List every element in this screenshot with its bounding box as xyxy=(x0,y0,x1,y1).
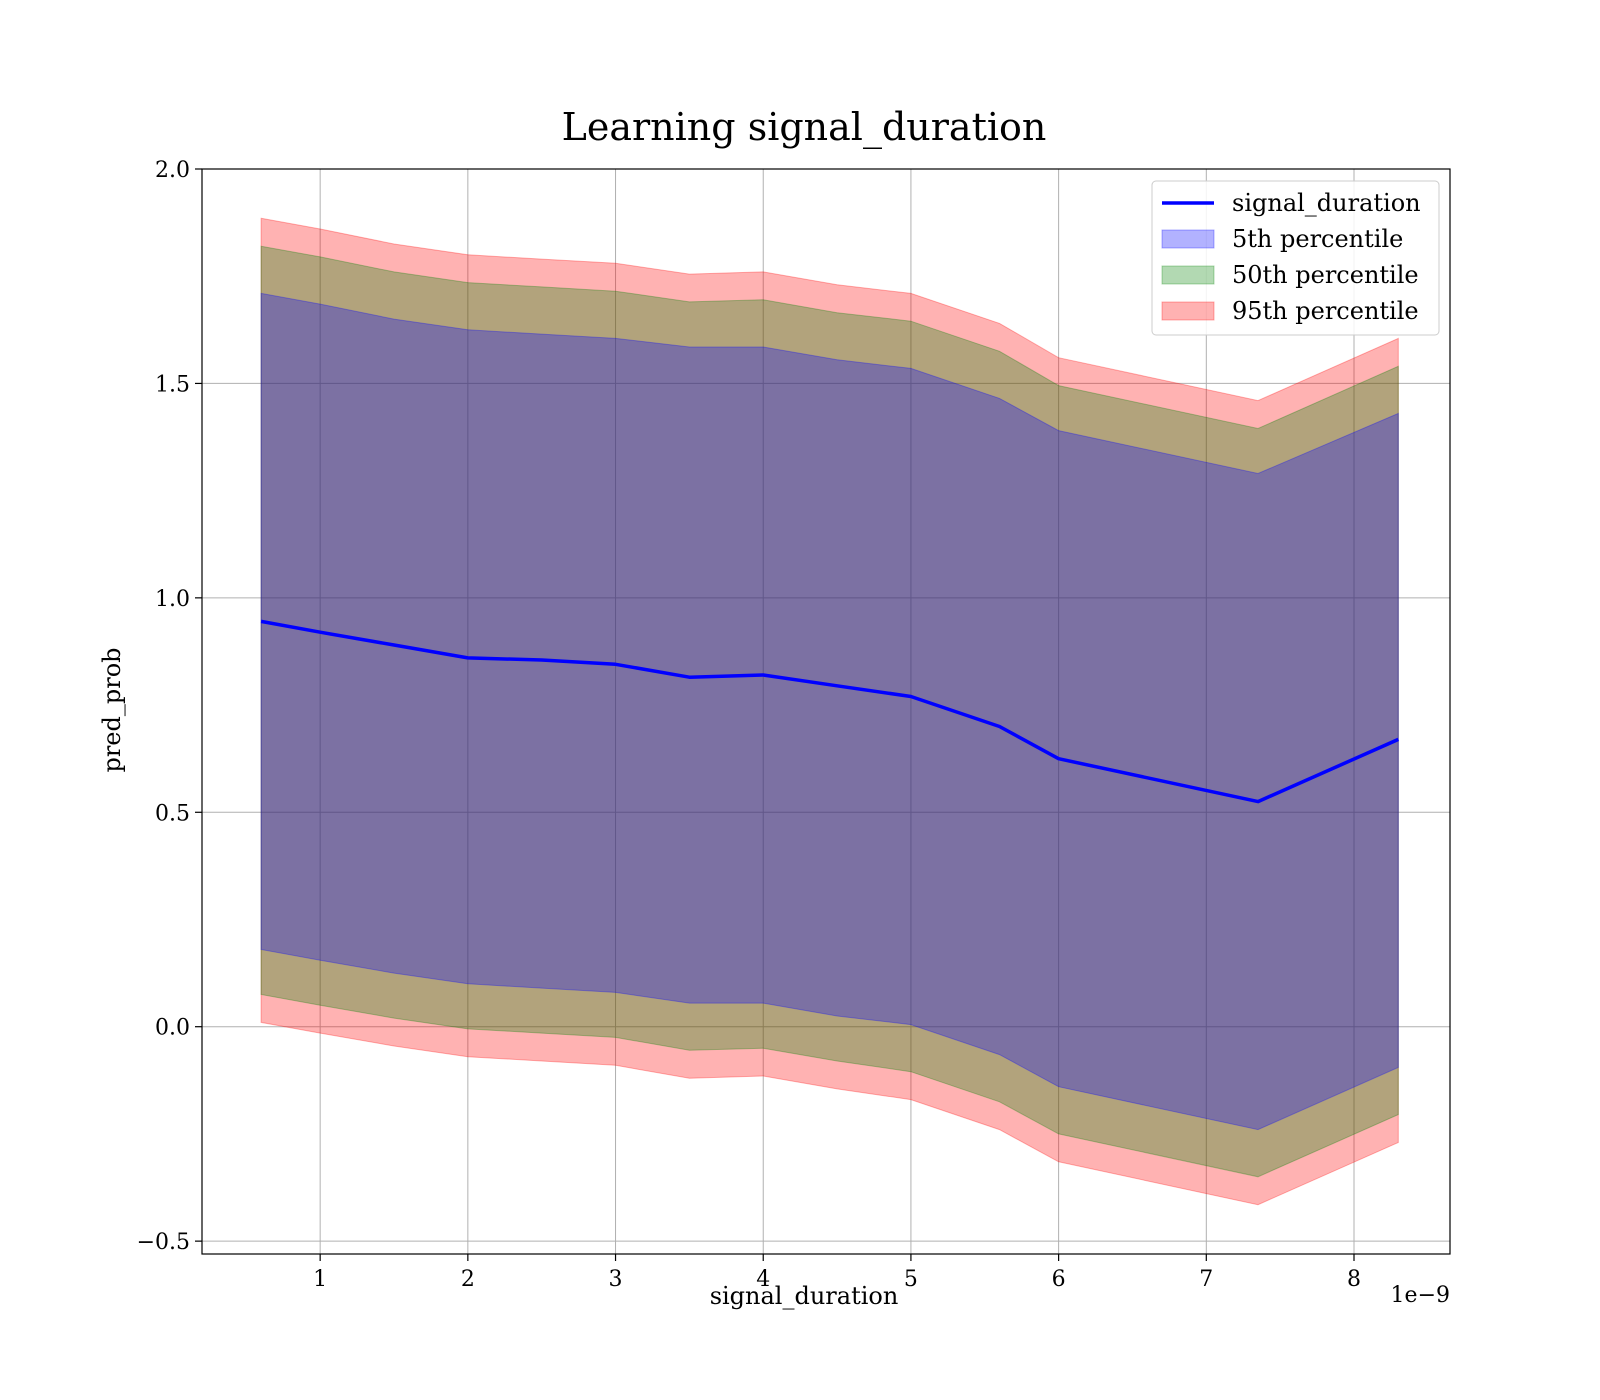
legend-label-signal-duration: signal_duration xyxy=(1232,189,1421,217)
x-axis-offset-label: 1e−9 xyxy=(1391,1283,1450,1308)
x-tick-label: 4 xyxy=(756,1267,770,1292)
y-tick-label: 0.0 xyxy=(155,1016,190,1041)
x-axis-ticks: 1 2 3 4 5 6 7 8 xyxy=(313,1254,1361,1292)
y-tick-label: 1.5 xyxy=(155,372,190,397)
x-axis-label: signal_duration xyxy=(710,1282,899,1310)
y-tick-label: 2.0 xyxy=(155,158,190,183)
legend: signal_duration 5th percentile 50th percen… xyxy=(1151,180,1440,336)
x-tick-label: 7 xyxy=(1199,1267,1213,1292)
legend-label-50th-percentile: 50th percentile xyxy=(1232,261,1419,289)
x-tick-label: 2 xyxy=(461,1267,475,1292)
legend-label-95th-percentile: 95th percentile xyxy=(1232,297,1419,325)
x-tick-label: 1 xyxy=(313,1267,327,1292)
chart-title: Learning signal_duration xyxy=(562,105,1047,150)
band-5th-percentile xyxy=(260,292,1399,1131)
y-axis-ticks: −0.5 0.0 0.5 1.0 1.5 2.0 xyxy=(137,158,202,1255)
line-layer xyxy=(260,619,1400,804)
series-line-signal-duration xyxy=(260,619,1400,804)
legend-box xyxy=(1151,180,1440,336)
x-tick-label: 5 xyxy=(904,1267,918,1292)
y-tick-label: 1.0 xyxy=(155,587,190,612)
band-layer xyxy=(260,217,1399,1206)
plot-frame xyxy=(201,168,1451,1255)
y-axis-label: pred_prob xyxy=(98,647,126,772)
x-tick-label: 8 xyxy=(1347,1267,1361,1292)
legend-label-5th-percentile: 5th percentile xyxy=(1232,225,1403,253)
band-50th-percentile xyxy=(260,245,1399,1178)
x-tick-label: 6 xyxy=(1052,1267,1066,1292)
legend-swatch-50th-percentile xyxy=(1161,265,1215,285)
band-95th-percentile xyxy=(260,217,1399,1206)
x-tick-label: 3 xyxy=(609,1267,623,1292)
legend-swatch-95th-percentile xyxy=(1161,301,1215,321)
legend-swatch-5th-percentile xyxy=(1161,229,1215,249)
y-tick-label: −0.5 xyxy=(137,1230,190,1255)
y-tick-label: 0.5 xyxy=(155,801,190,826)
